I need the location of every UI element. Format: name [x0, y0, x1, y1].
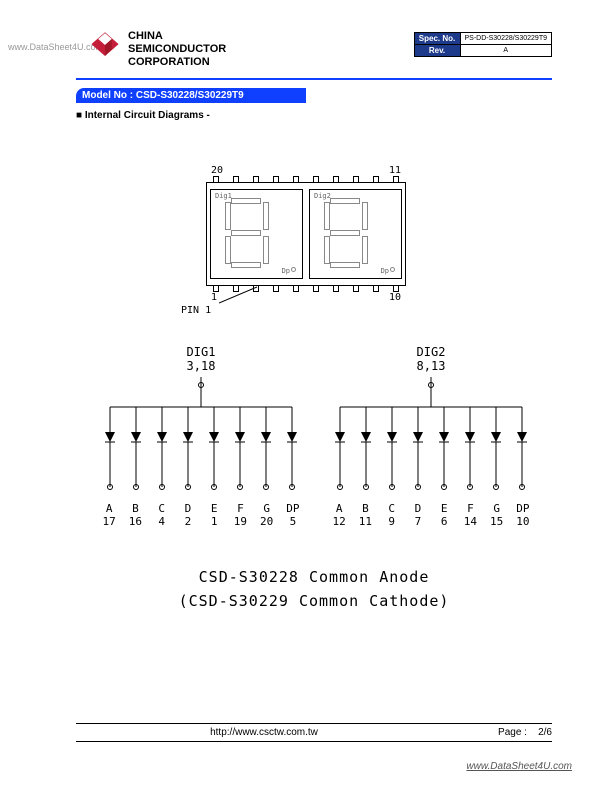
company-logo: [88, 30, 122, 60]
pin-10-label: 10: [389, 292, 401, 303]
model-number-bar: Model No : CSD-S30228/S30229T9: [76, 88, 306, 103]
dig1-schematic: [96, 377, 306, 497]
watermark-bottom-right: www.DataSheet4U.com: [466, 761, 572, 772]
package-body: Dig1 Dp Dig2 Dp: [206, 182, 406, 286]
pin1-leader-line: [219, 285, 279, 305]
dig2-seg-pins: 1211976141510: [326, 515, 536, 528]
dp2-label: Dp: [381, 267, 389, 275]
top-pin-row: 20 11: [206, 165, 406, 176]
dig2-schematic: [326, 377, 536, 497]
circuit-diagrams: DIG1 3,18 ABCDEFGDP 171642119205 DIG2 8,…: [76, 345, 552, 545]
dig2-seg-names: ABCDEFGDP: [326, 502, 536, 515]
dig1-seg-pins: 171642119205: [96, 515, 306, 528]
digit-1-box: Dig1 Dp: [210, 189, 303, 279]
rev-label: Rev.: [414, 45, 460, 57]
pin-11-label: 11: [389, 165, 401, 176]
spec-no-value: PS-DD-S30228/S30229T9: [460, 33, 552, 45]
spec-table: Spec. No. PS-DD-S30228/S30229T9 Rev. A: [414, 32, 553, 57]
pin-20-label: 20: [211, 165, 223, 176]
header-divider: [76, 78, 552, 80]
caption-line1: CSD-S30228 Common Anode: [76, 565, 552, 589]
footer-page: Page : 2/6: [452, 727, 552, 738]
dig1-common-pins: 3,18: [96, 359, 306, 373]
digit-2-box: Dig2 Dp: [309, 189, 402, 279]
dig2-common-pins: 8,13: [326, 359, 536, 373]
company-name: CHINA SEMICONDUCTOR CORPORATION: [128, 30, 226, 70]
circuit-dig2: DIG2 8,13 ABCDEFGDP 1211976141510: [326, 345, 536, 528]
dig1-title: DIG1: [96, 345, 306, 359]
diagram-area: 20 11 Dig1 Dp Dig2 Dp: [76, 145, 552, 705]
dp2: [390, 267, 395, 272]
pin1-callout: PIN 1: [181, 305, 211, 316]
package-drawing: 20 11 Dig1 Dp Dig2 Dp: [206, 165, 406, 303]
rev-value: A: [460, 45, 552, 57]
company-line3: CORPORATION: [128, 56, 226, 69]
seven-segment-2: [324, 198, 368, 268]
dp1: [291, 267, 296, 272]
caption-line2: (CSD-S30229 Common Cathode): [76, 589, 552, 613]
company-line1: CHINA: [128, 30, 226, 43]
page-footer: http://www.csctw.com.tw Page : 2/6: [76, 723, 552, 742]
pin-1-label: 1: [211, 292, 217, 303]
seven-segment-1: [225, 198, 269, 268]
company-line2: SEMICONDUCTOR: [128, 43, 226, 56]
model-caption: CSD-S30228 Common Anode (CSD-S30229 Comm…: [76, 565, 552, 613]
dig1-seg-names: ABCDEFGDP: [96, 502, 306, 515]
section-title: Internal Circuit Diagrams -: [76, 110, 210, 121]
footer-url: http://www.csctw.com.tw: [76, 727, 452, 738]
spec-no-label: Spec. No.: [414, 33, 460, 45]
dig2-title: DIG2: [326, 345, 536, 359]
circuit-dig1: DIG1 3,18 ABCDEFGDP 171642119205: [96, 345, 306, 528]
dp1-label: Dp: [282, 267, 290, 275]
